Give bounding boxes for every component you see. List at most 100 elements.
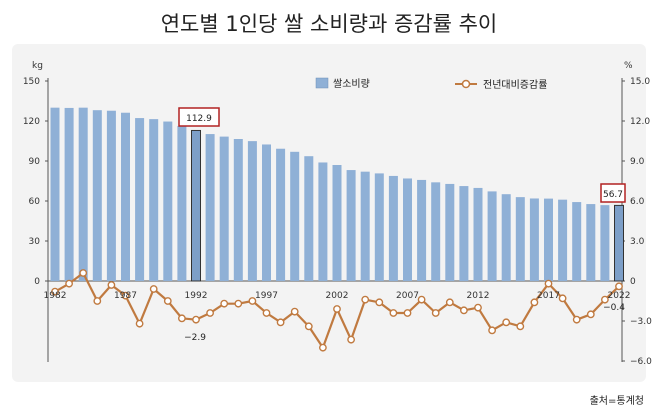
bar-1998 [276,148,286,281]
bar-2021 [600,205,610,281]
chart-panel [12,44,646,382]
rate-point-2010 [445,298,454,307]
bar-1983 [64,107,74,281]
legend-bar-swatch [315,77,329,89]
bar-2006 [388,175,398,281]
right-axis-unit: % [624,61,633,71]
rate-point-2020 [586,310,595,319]
rate-point-2005 [375,298,384,307]
rate-point-1994 [220,299,229,308]
rate-point-1986 [107,281,116,289]
rate-point-1996 [248,297,257,305]
bar-2003 [346,170,356,281]
right-tick-label-12.0: 12.0 [630,117,650,127]
bar-2007 [403,178,412,281]
rate-point-1995 [234,299,243,308]
bar-1996 [247,141,257,281]
bar-2017 [544,198,553,281]
x-label-2017: 2017 [537,291,560,301]
bar-1999 [290,151,300,281]
bar-2020 [586,204,596,281]
right-axis-ticks: −6.0 −3.0 0 3.0 6.0 9.0 12.0 15.0 [622,77,652,367]
rate-point-1999 [290,307,299,316]
rate-point-2008 [417,295,426,304]
rate-point-2006 [389,309,398,317]
x-label-1997: 1997 [255,291,278,301]
left-tick-label-120: 120 [23,117,40,127]
rate-point-1993 [206,309,215,317]
bar-2012 [473,187,483,281]
right-tick-label-3.0: 3.0 [630,237,645,247]
rate-point-1982 [51,287,59,296]
bar-2002 [332,165,342,281]
x-label-1992: 1992 [185,291,208,301]
rate-point-1985 [93,297,102,305]
rate-point-2011 [459,306,468,315]
left-tick-label-150: 150 [23,77,40,87]
rate-point-2014 [502,318,511,327]
right-tick-label-6.0: 6.0 [630,197,645,207]
bar-2011 [459,186,469,281]
bar-1990 [163,121,173,282]
bar-2018 [558,199,568,281]
x-label-1987: 1987 [114,291,137,301]
rate-point-2015 [516,322,525,331]
bar-2008 [417,179,427,281]
bar-1989 [149,119,159,281]
rate-point-2019 [572,315,581,324]
source-note: 출처=통계청 [589,396,644,407]
annotation-1992-rate: −2.9 [184,333,206,343]
right-tick-label-15.0: 15.0 [630,77,650,87]
left-tick-label-30: 30 [29,237,41,247]
bar-2015 [515,197,525,281]
legend-bar-label: 쌀소비량 [333,78,370,90]
rate-point-2016 [530,298,539,307]
bar-1993 [205,134,215,281]
right-tick-label-9.0: 9.0 [630,157,645,167]
annotation-box-2022 [600,183,626,203]
bar-1997 [262,144,271,281]
rate-point-1984 [79,269,88,277]
rate-point-1988 [135,319,144,328]
rate-point-1991 [177,314,186,323]
bar-2005 [374,173,384,281]
bar-2000 [304,156,314,281]
bar-2001 [318,162,328,281]
rate-point-1989 [149,285,158,293]
left-axis-unit: kg [32,61,43,71]
rate-point-2009 [431,309,440,317]
bar-1992 [191,129,201,282]
annotation-2022-rate: −0.4 [603,303,625,313]
rate-point-1998 [276,318,285,327]
bar-1994 [219,136,229,281]
x-axis-labels: 1982 1987 1992 1997 2002 2007 2012 2017 2022 [44,291,631,301]
rate-point-2018 [558,294,567,303]
legend-line-marker [461,79,471,89]
x-label-2002: 2002 [326,291,349,301]
right-tick-label-0: 0 [630,277,636,287]
left-axis-ticks: 0 30 60 90 120 150 [23,77,48,287]
x-label-1982: 1982 [44,291,67,301]
chart-title: 연도별 1인당 쌀 소비량과 증감률 추이 [160,12,498,36]
rate-point-2000 [304,322,313,331]
rate-point-2002 [333,305,341,313]
bar-1982 [50,107,60,282]
right-tick-label--3.0: −3.0 [630,317,652,327]
annotation-1992-bar: 112.9 [186,114,212,124]
bar-2013 [487,191,497,281]
rate-point-2004 [361,295,370,304]
bar-2004 [360,171,370,281]
bar-2014 [501,194,511,281]
right-tick-label--6.0: −6.0 [630,357,652,367]
left-tick-label-90: 90 [29,157,41,167]
rate-point-1992 [192,315,200,324]
legend-line-label: 전년대비증감률 [483,79,547,91]
rate-point-2007 [403,309,412,317]
bar-2022 [614,204,624,282]
left-tick-label-60: 60 [29,197,41,207]
bar-2019 [572,202,582,281]
bar-2016 [529,198,539,281]
bar-1991 [177,125,187,281]
x-label-2007: 2007 [396,291,419,301]
